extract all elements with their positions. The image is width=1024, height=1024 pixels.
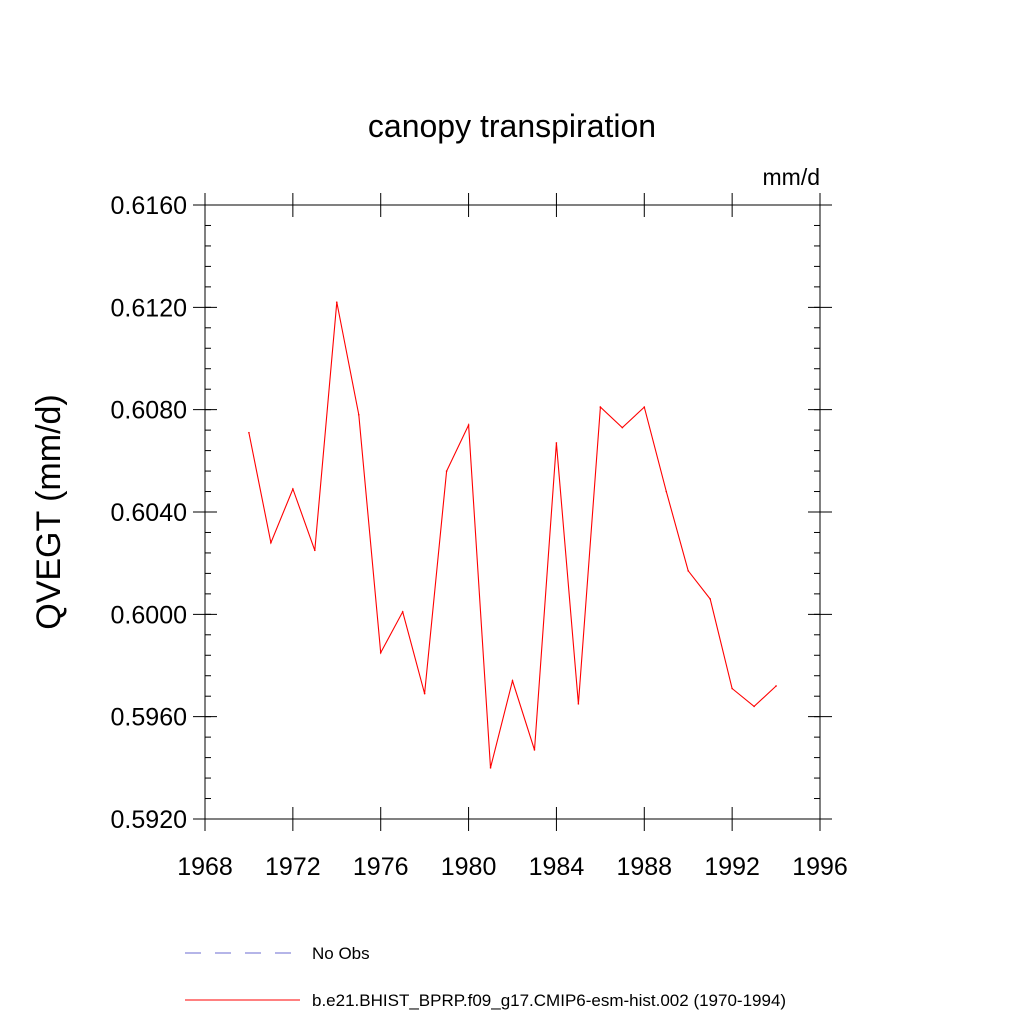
x-tick-label: 1996 — [792, 853, 848, 881]
data-point — [687, 570, 690, 572]
data-point — [314, 549, 316, 552]
legend: No Obs b.e21.BHIST_BPRP.f09_g17.CMIP6-esm… — [185, 944, 786, 1010]
data-point — [292, 488, 294, 490]
series-layer — [248, 301, 777, 769]
data-point — [665, 490, 668, 493]
y-tick-label: 0.5960 — [111, 704, 187, 732]
y-tick-label: 0.6040 — [111, 499, 187, 527]
data-point — [555, 442, 558, 444]
data-point — [709, 598, 711, 600]
x-tick-label: 1972 — [265, 853, 321, 881]
data-point — [731, 687, 733, 690]
data-point — [335, 301, 338, 304]
data-point — [577, 703, 580, 705]
data-point — [489, 767, 492, 769]
x-tick-label: 1984 — [529, 853, 585, 881]
data-point — [621, 426, 624, 429]
legend-label: No Obs — [312, 944, 370, 963]
data-point — [753, 705, 755, 708]
data-point — [467, 424, 470, 426]
data-point — [423, 692, 426, 695]
x-tick-label: 1976 — [353, 853, 409, 881]
data-point — [533, 749, 536, 751]
y-tick-label: 0.6000 — [111, 601, 187, 629]
data-point — [401, 610, 404, 613]
x-axis: 1968 1972 1976 1980 1984 1988 1992 1996 — [177, 193, 848, 881]
data-point — [511, 680, 514, 682]
x-tick-label: 1968 — [177, 853, 233, 881]
data-point — [379, 651, 382, 654]
x-tick-label: 1980 — [441, 853, 497, 881]
y-tick-label: 0.6080 — [111, 397, 187, 425]
plot-frame — [204, 204, 821, 820]
chart-title: canopy transpiration — [368, 108, 656, 144]
y-tick-label: 0.6160 — [111, 192, 187, 220]
data-point — [270, 541, 272, 544]
y-tick-label: 0.6120 — [111, 294, 187, 322]
legend-label: b.e21.BHIST_BPRP.f09_g17.CMIP6-esm-hist.… — [312, 991, 786, 1010]
x-tick-label: 1988 — [616, 853, 672, 881]
units-label: mm/d — [763, 164, 821, 190]
data-point — [445, 470, 448, 472]
series-line — [248, 302, 777, 768]
data-point — [357, 413, 360, 416]
y-tick-label: 0.5920 — [111, 806, 187, 834]
y-axis: 0.5920 0.5960 0.6000 0.6040 0.6080 0.6120 0.61… — [111, 192, 832, 834]
y-axis-label: QVEGT (mm/d) — [30, 394, 68, 630]
data-point — [643, 406, 646, 408]
data-point — [248, 431, 250, 434]
data-point — [599, 406, 602, 408]
data-point — [775, 685, 777, 687]
x-tick-label: 1992 — [704, 853, 760, 881]
